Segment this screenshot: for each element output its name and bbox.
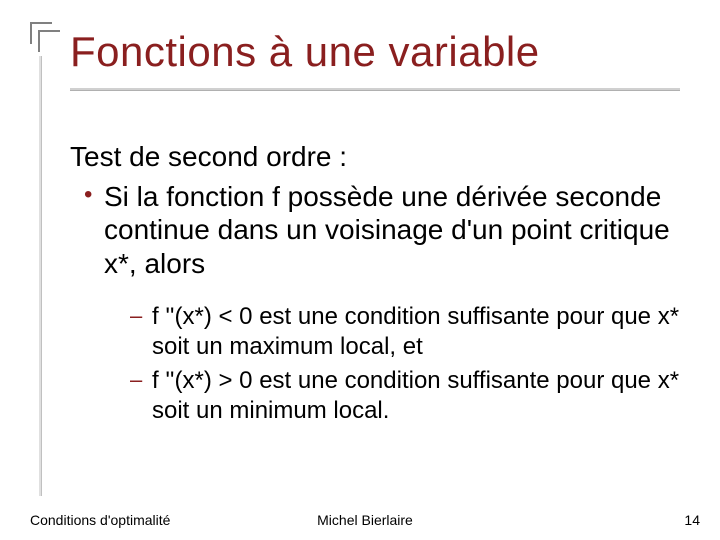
left-vertical-rule — [39, 56, 41, 496]
footer-center: Michel Bierlaire — [317, 512, 413, 528]
title-underline — [70, 88, 680, 90]
dash-icon: – — [130, 302, 152, 362]
dash-icon: – — [130, 366, 152, 426]
bullet-dot-icon: • — [70, 180, 104, 281]
slide-body: Test de second ordre : • Si la fonction … — [70, 140, 680, 430]
bullet-text: Si la fonction f possède une dérivée sec… — [104, 180, 680, 281]
sub-text: f ''(x*) > 0 est une condition suffisant… — [152, 366, 680, 426]
sub-item: – f ''(x*) < 0 est une condition suffisa… — [130, 302, 680, 362]
lead-text: Test de second ordre : — [70, 140, 680, 174]
corner-decoration — [30, 22, 62, 54]
footer-page-number: 14 — [684, 512, 700, 528]
slide-title: Fonctions à une variable — [70, 28, 540, 76]
sub-list: – f ''(x*) < 0 est une condition suffisa… — [70, 302, 680, 426]
sub-item: – f ''(x*) > 0 est une condition suffisa… — [130, 366, 680, 426]
slide-footer: Conditions d'optimalité Michel Bierlaire… — [30, 512, 700, 528]
bullet-item: • Si la fonction f possède une dérivée s… — [70, 180, 680, 281]
sub-text: f ''(x*) < 0 est une condition suffisant… — [152, 302, 680, 362]
footer-left: Conditions d'optimalité — [30, 512, 170, 528]
